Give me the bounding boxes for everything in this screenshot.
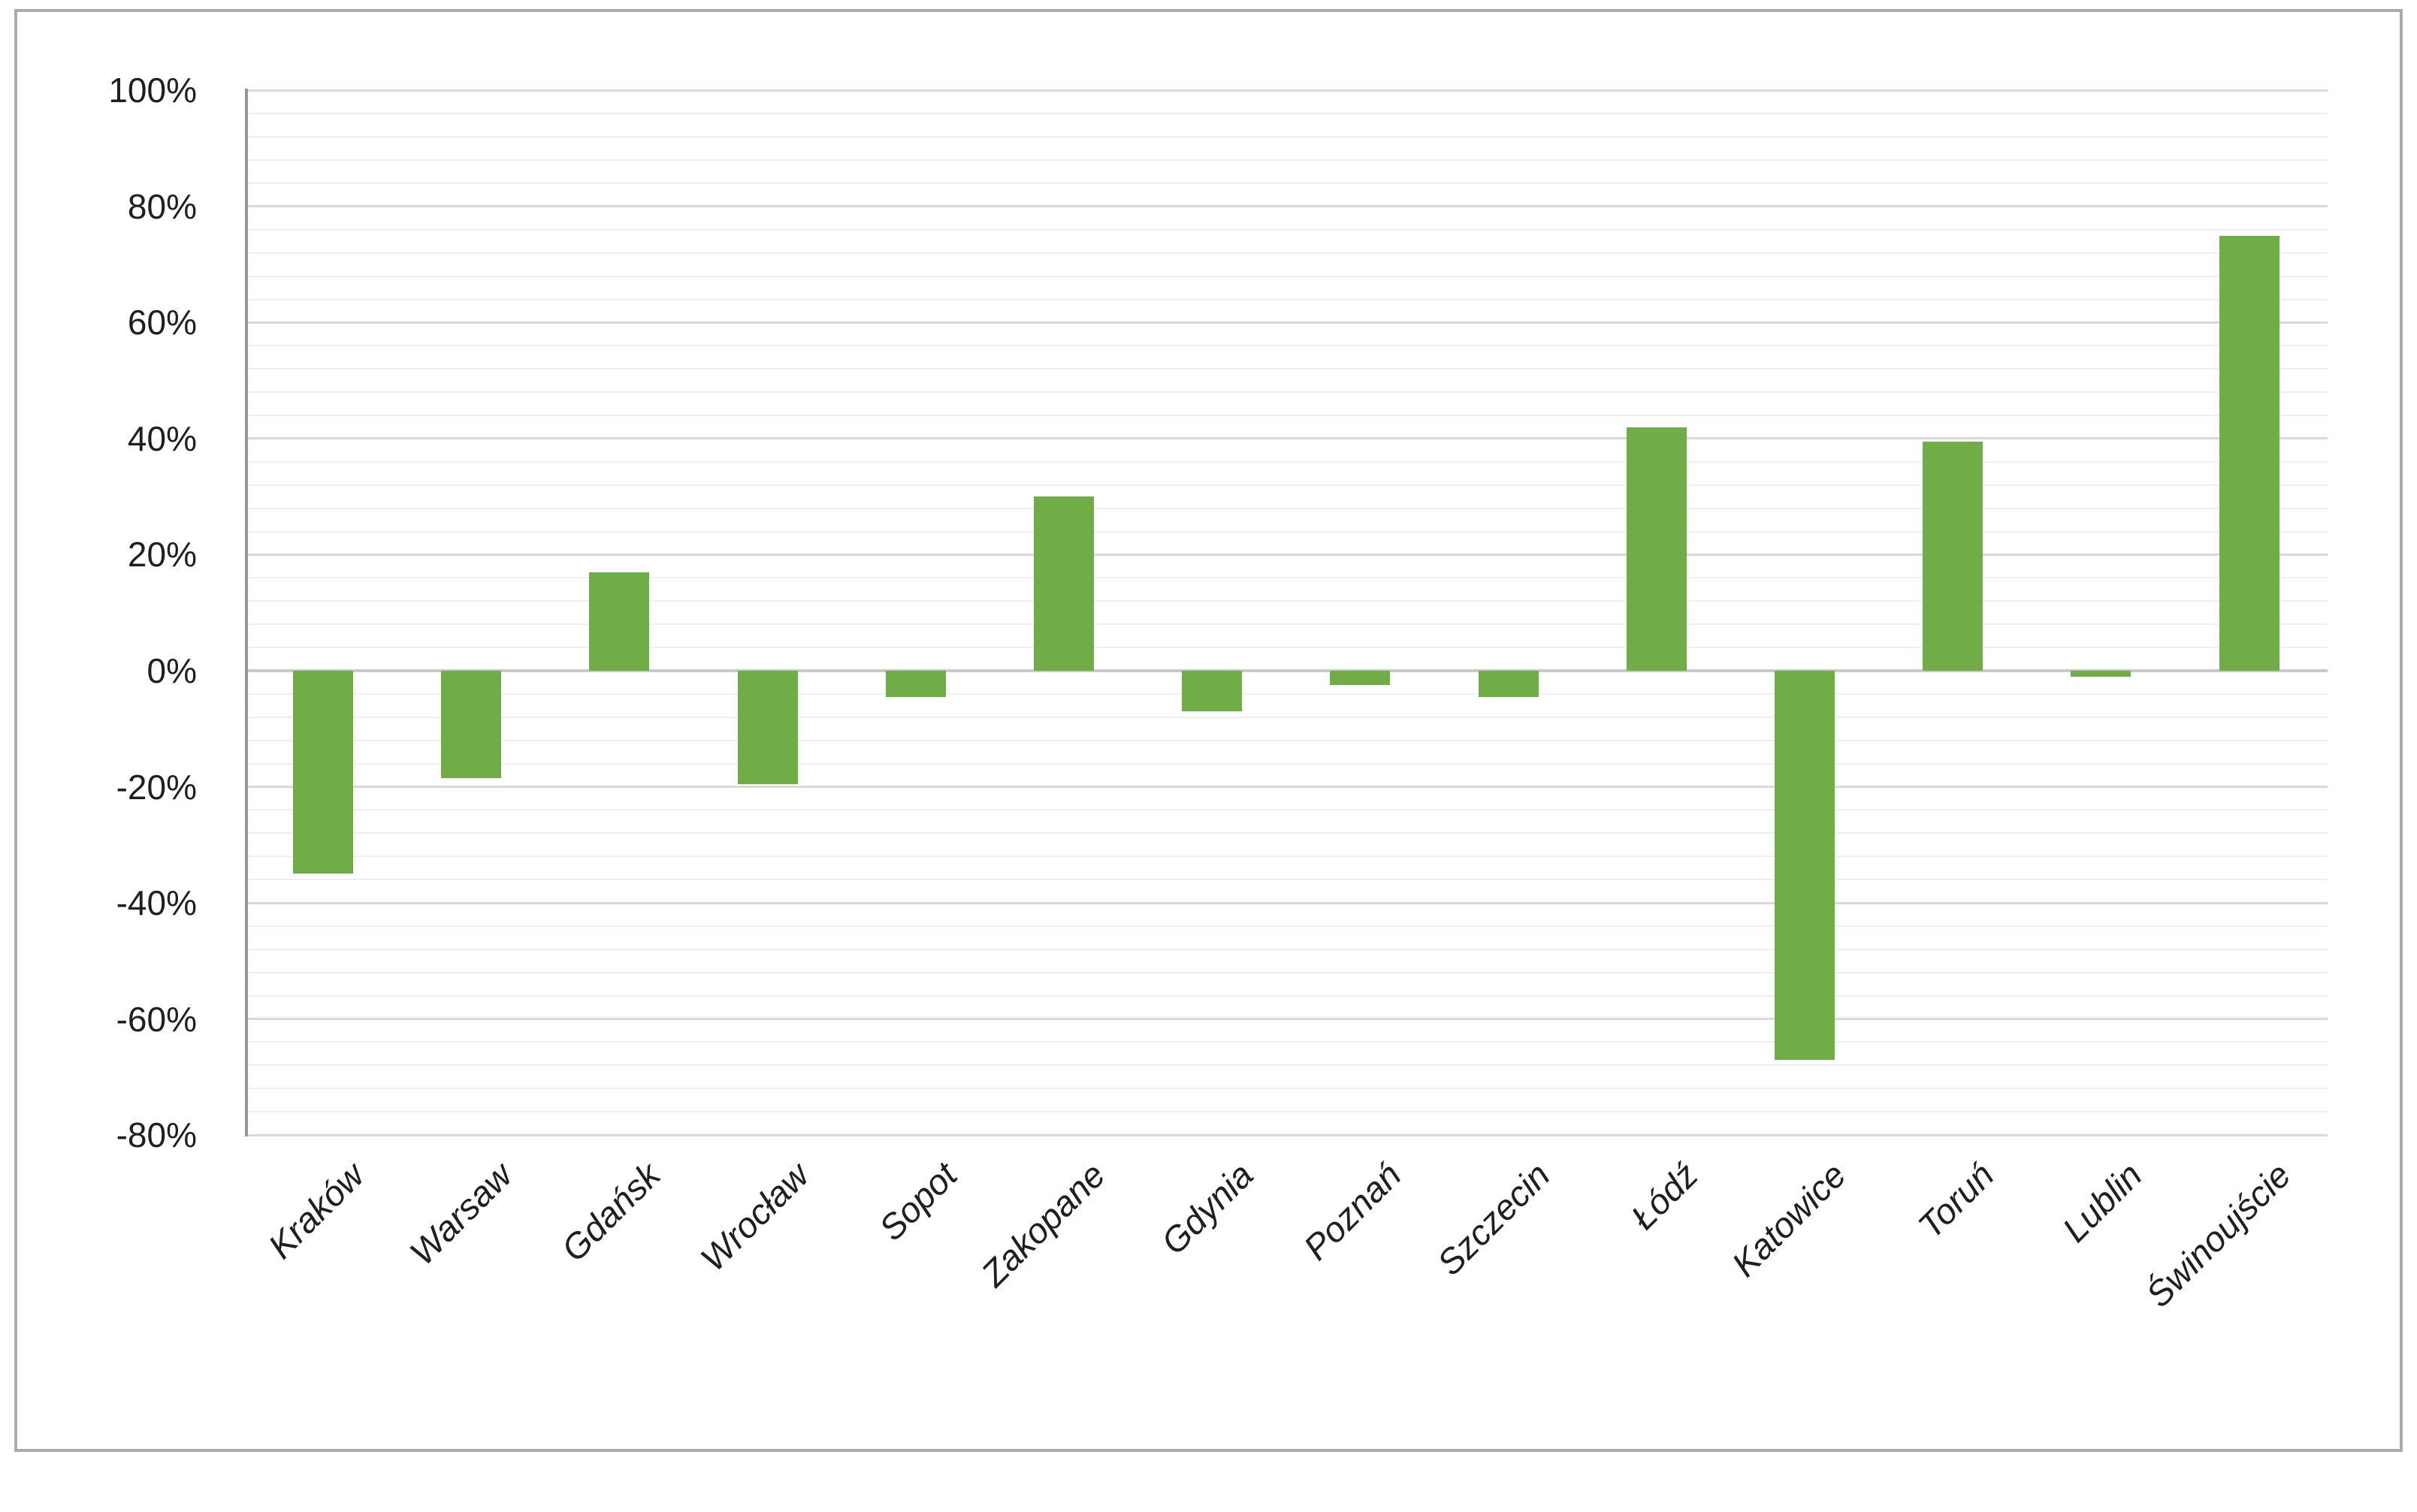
bar-Wrocław[interactable] xyxy=(737,671,798,784)
bar-Szczecin[interactable] xyxy=(1478,671,1539,697)
y-tick-label: 0% xyxy=(147,651,197,690)
minor-gridline xyxy=(248,1041,2328,1043)
minor-gridline xyxy=(248,252,2328,254)
bar-Katowice[interactable] xyxy=(1775,671,1835,1060)
minor-gridline xyxy=(248,925,2328,927)
minor-gridline xyxy=(248,693,2328,695)
minor-gridline xyxy=(248,623,2328,626)
zero-gridline xyxy=(248,669,2328,672)
major-gridline xyxy=(248,89,2328,92)
major-gridline xyxy=(248,553,2328,556)
minor-gridline xyxy=(248,368,2328,370)
minor-gridline xyxy=(248,136,2328,138)
chart-border xyxy=(14,9,2403,1452)
minor-gridline xyxy=(248,971,2328,973)
y-axis-line xyxy=(245,89,248,1137)
y-tick-label: -80% xyxy=(116,1115,197,1155)
minor-gridline xyxy=(248,228,2328,231)
y-tick-label: 60% xyxy=(127,303,197,343)
bar-Świnoujście[interactable] xyxy=(2219,235,2280,671)
minor-gridline xyxy=(248,183,2328,185)
y-tick-label: -20% xyxy=(116,767,197,807)
minor-gridline xyxy=(248,762,2328,765)
minor-gridline xyxy=(248,345,2328,347)
minor-gridline xyxy=(248,832,2328,834)
major-gridline xyxy=(248,901,2328,904)
major-gridline xyxy=(248,321,2328,324)
minor-gridline xyxy=(248,507,2328,509)
minor-gridline xyxy=(248,739,2328,741)
minor-gridline xyxy=(248,460,2328,463)
minor-gridline xyxy=(248,856,2328,858)
minor-gridline xyxy=(248,275,2328,277)
minor-gridline xyxy=(248,577,2328,579)
minor-gridline xyxy=(248,647,2328,649)
minor-gridline xyxy=(248,809,2328,811)
minor-gridline xyxy=(248,716,2328,718)
y-tick-label: 100% xyxy=(108,71,197,110)
minor-gridline xyxy=(248,600,2328,602)
bar-Gdańsk[interactable] xyxy=(589,572,650,671)
bar-Lublin[interactable] xyxy=(2071,671,2131,677)
minor-gridline xyxy=(248,530,2328,533)
major-gridline xyxy=(248,1133,2328,1136)
minor-gridline xyxy=(248,159,2328,161)
major-gridline xyxy=(248,205,2328,208)
minor-gridline xyxy=(248,298,2328,300)
bar-Toruń[interactable] xyxy=(1923,441,1983,671)
y-tick-label: -60% xyxy=(116,999,197,1039)
bar-Sopot[interactable] xyxy=(885,671,946,697)
y-tick-label: 20% xyxy=(127,535,197,575)
major-gridline xyxy=(248,437,2328,440)
minor-gridline xyxy=(248,113,2328,115)
major-gridline xyxy=(248,1018,2328,1021)
minor-gridline xyxy=(248,948,2328,950)
bar-Kraków[interactable] xyxy=(293,671,353,874)
minor-gridline xyxy=(248,879,2328,881)
bar-Warsaw[interactable] xyxy=(441,671,502,778)
y-tick-label: 40% xyxy=(127,418,197,458)
bar-Łódź[interactable] xyxy=(1626,427,1687,671)
y-tick-label: -40% xyxy=(116,883,197,923)
minor-gridline xyxy=(248,1064,2328,1067)
minor-gridline xyxy=(248,484,2328,486)
minor-gridline xyxy=(248,415,2328,417)
minor-gridline xyxy=(248,391,2328,394)
major-gridline xyxy=(248,786,2328,788)
minor-gridline xyxy=(248,994,2328,997)
bar-Gdynia[interactable] xyxy=(1182,671,1243,712)
bar-Poznań[interactable] xyxy=(1330,671,1391,686)
bar-Zakopane[interactable] xyxy=(1034,496,1094,671)
y-tick-label: 80% xyxy=(127,186,197,226)
minor-gridline xyxy=(248,1088,2328,1090)
minor-gridline xyxy=(248,1111,2328,1113)
